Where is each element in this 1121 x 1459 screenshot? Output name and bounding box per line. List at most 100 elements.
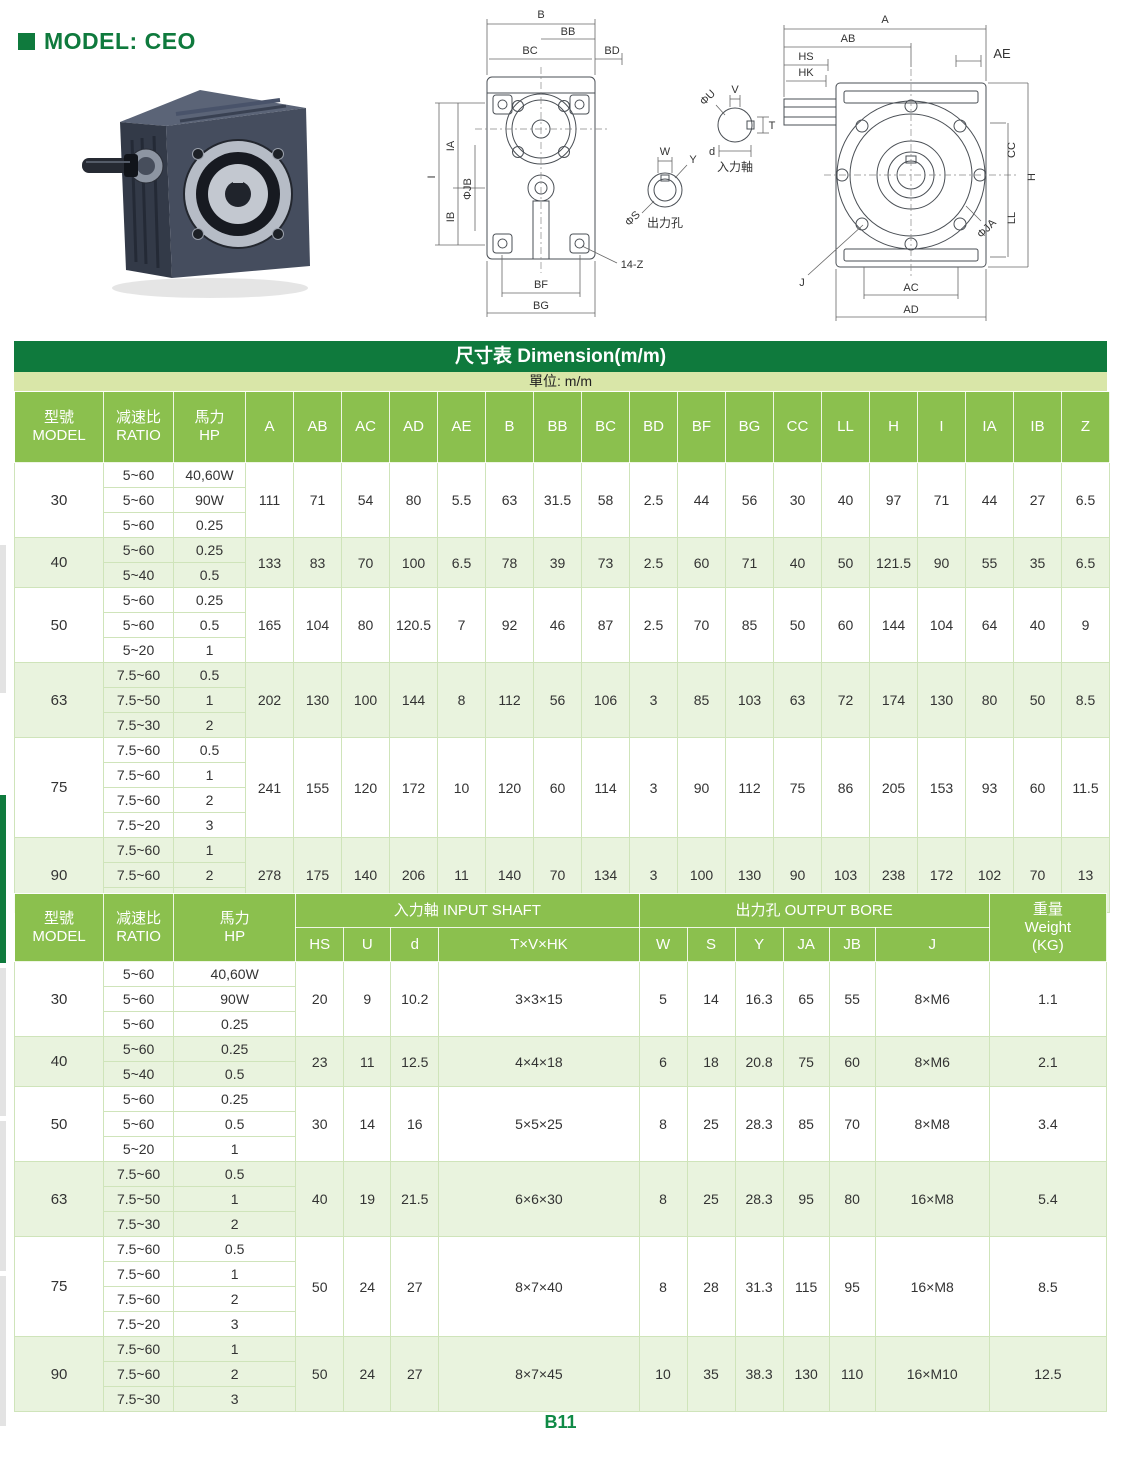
weight-header: 重量 Weight (KG) [988, 893, 1108, 962]
output-bore-dims [641, 157, 688, 214]
front-view-centerlines [475, 67, 607, 273]
dim-cell: 63 [485, 462, 534, 538]
spec-cell: 18 [686, 1036, 736, 1087]
dim-label-hs: HS [798, 51, 813, 63]
dim-cell: 121.5 [869, 537, 918, 588]
dim-cell: 46 [533, 587, 582, 663]
ratio-cell: 5~60 [103, 961, 175, 987]
dim-label-v: V [731, 84, 739, 96]
spec-cell: 110 [828, 1336, 876, 1412]
spec-cell: 16.3 [734, 961, 784, 1037]
dim-cell: 50 [1013, 662, 1062, 738]
dim-cell: 58 [581, 462, 630, 538]
hp-cell: 0.5 [173, 1236, 297, 1262]
table-row: 7.5~20 3 [15, 812, 1110, 838]
spec-cell: 25 [686, 1086, 736, 1162]
column-header: AD [389, 391, 438, 463]
dim-label-t: T [769, 120, 776, 132]
spec-cell: 35 [686, 1336, 736, 1412]
spec-cell: 60 [828, 1036, 876, 1087]
spec-cell: 14 [343, 1086, 392, 1162]
dim-cell: 6.5 [437, 537, 486, 588]
table-row: 75 7.5~60 0.5 241 155 120 172 10 120 60 114 3 90 112 7… [14, 737, 1110, 838]
dim-cell: 144 [869, 587, 918, 663]
table-row: 7.5~30 2 [15, 1211, 1107, 1237]
dim-cell: 155 [293, 737, 342, 838]
spec-cell: 20.8 [734, 1036, 784, 1087]
dim-cell: 71 [725, 537, 774, 588]
dim-label-hk: HK [798, 67, 814, 79]
table-row: 5~40 0.5 [15, 562, 1110, 588]
dim-label-h: H [1026, 173, 1038, 181]
spec-cell: 27 [390, 1336, 440, 1412]
spec-cell: 16 [390, 1086, 440, 1162]
spec-cell: 6×6×30 [438, 1161, 640, 1237]
dim-label-ab: AB [841, 33, 856, 45]
dim-cell: 100 [341, 662, 390, 738]
dim-cell: 60 [677, 537, 726, 588]
edge-tab [0, 545, 6, 693]
spec-cell: 5×5×25 [438, 1086, 640, 1162]
column-header: d [390, 927, 440, 962]
column-header: Y [734, 927, 784, 962]
dim-label-d: d [709, 146, 715, 158]
dim-cell: 3 [629, 662, 678, 738]
dim-cell: 50 [773, 587, 822, 663]
spec-cell: 16×M10 [874, 1336, 990, 1412]
dim-label-bf: BF [534, 279, 548, 291]
column-header: CC [773, 391, 822, 463]
table-row: 75 7.5~60 0.5 50 24 27 8×7×40 8 28 31.3 115 95 16×M8… [13, 1236, 1108, 1337]
dim-cell: 85 [677, 662, 726, 738]
spec-cell: 16×M8 [874, 1161, 990, 1237]
hp-cell: 0.25 [173, 512, 246, 538]
spec-cell: 4×4×18 [438, 1036, 640, 1087]
hp-cell: 3 [173, 1311, 297, 1337]
dim-cell: 71 [293, 462, 342, 538]
hp-cell: 1 [173, 837, 246, 863]
spec-cell: 19 [343, 1161, 392, 1237]
ratio-cell: 7.5~60 [103, 737, 174, 763]
spec-cell: 12.5 [390, 1036, 440, 1087]
dim-cell: 80 [965, 662, 1014, 738]
dim-cell: 40 [1013, 587, 1062, 663]
ratio-cell: 7.5~60 [103, 762, 174, 788]
hp-cell: 0.5 [173, 1061, 297, 1087]
table-row: 5~60 90W [15, 986, 1107, 1012]
dim-cell: 104 [917, 587, 966, 663]
model-cell: 90 [13, 1336, 105, 1412]
ratio-cell: 7.5~20 [103, 1311, 175, 1337]
hp-cell: 0.5 [173, 662, 246, 688]
dim-cell: 2.5 [629, 537, 678, 588]
dim-cell: 55 [965, 537, 1014, 588]
dim-cell: 112 [725, 737, 774, 838]
ratio-cell: 7.5~60 [103, 1361, 175, 1387]
front-view-drawing: B BB BC BD I IA IB ΦJB BF BG 14-Z W Y ΦS… [426, 9, 776, 317]
ratio-cell: 7.5~20 [103, 812, 174, 838]
table-row: 50 5~60 0.25 30 14 16 5×5×25 8 25 28.3 85 70 8×M8 3.4 [13, 1086, 1108, 1162]
spec-cell: 8.5 [988, 1236, 1108, 1337]
table-row: 5~60 0.5 [15, 1111, 1107, 1137]
ratio-cell: 7.5~60 [103, 837, 174, 863]
table-row: 7.5~30 2 [15, 712, 1110, 738]
side-view-drawing: A AB AE HS HK H CC LL ΦJA J AC AD [783, 14, 1038, 321]
ratio-cell: 7.5~60 [103, 662, 174, 688]
table-row: 30 5~60 40,60W 111 71 54 80 5.5 63 31.5 58 2.5 44 56 3… [14, 462, 1110, 538]
spec-cell: 65 [782, 961, 830, 1037]
spec-cell: 8×M8 [874, 1086, 990, 1162]
side-view-dimensions [783, 25, 1029, 321]
dim-cell: 6.5 [1061, 462, 1110, 538]
hp-cell: 1 [173, 1261, 297, 1287]
spec-cell: 3×3×15 [438, 961, 640, 1037]
ratio-cell: 5~60 [103, 1011, 175, 1037]
spec-cell: 24 [343, 1236, 392, 1337]
spec-cell: 28.3 [734, 1161, 784, 1237]
hp-cell: 1 [173, 687, 246, 713]
column-header: JA [782, 927, 830, 962]
hp-cell: 1 [173, 1186, 297, 1212]
dim-cell: 90 [677, 737, 726, 838]
dim-label-a: A [881, 14, 889, 26]
dim-label-jb: ΦJB [462, 178, 474, 200]
column-header: 馬力 HP [173, 391, 246, 463]
edge-tab [0, 1276, 6, 1426]
table-row: 5~60 0.25 [15, 1011, 1107, 1037]
